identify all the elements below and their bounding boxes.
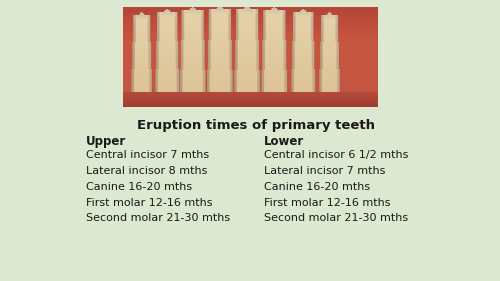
Text: Second molar 21-30 mths: Second molar 21-30 mths bbox=[86, 214, 230, 223]
Text: Lower: Lower bbox=[264, 135, 304, 148]
Text: Central incisor 6 1/2 mths: Central incisor 6 1/2 mths bbox=[264, 150, 408, 160]
Text: Lateral incisor 8 mths: Lateral incisor 8 mths bbox=[86, 166, 207, 176]
Text: First molar 12-16 mths: First molar 12-16 mths bbox=[264, 198, 390, 208]
Text: Upper: Upper bbox=[86, 135, 126, 148]
Text: Second molar 21-30 mths: Second molar 21-30 mths bbox=[264, 214, 408, 223]
Text: Canine 16-20 mths: Canine 16-20 mths bbox=[264, 182, 370, 192]
Text: Eruption times of primary teeth: Eruption times of primary teeth bbox=[137, 119, 375, 132]
Text: Central incisor 7 mths: Central incisor 7 mths bbox=[86, 150, 209, 160]
Text: Canine 16-20 mths: Canine 16-20 mths bbox=[86, 182, 192, 192]
Text: First molar 12-16 mths: First molar 12-16 mths bbox=[86, 198, 212, 208]
Text: Lateral incisor 7 mths: Lateral incisor 7 mths bbox=[264, 166, 386, 176]
